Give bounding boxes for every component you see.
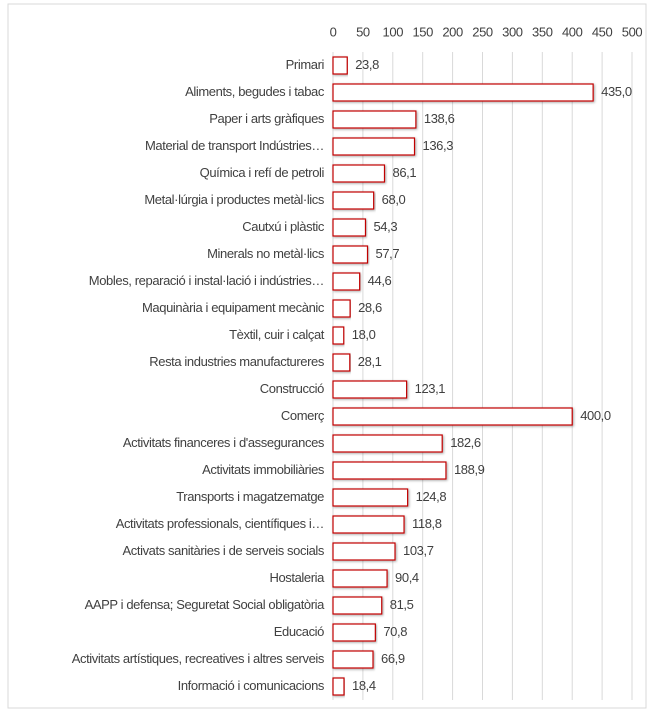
y-tick-label: Activitats professionals, científiques i… [116,516,324,531]
bar [332,218,367,237]
value-label: 54,3 [373,219,397,234]
bar [332,461,447,480]
y-tick-label: Educació [274,624,324,639]
x-tick-label: 350 [532,24,553,39]
chart-frame [7,3,647,709]
y-tick-label: Maquinària i equipament mecànic [142,300,325,315]
bar [332,488,409,507]
y-tick-label: Activats sanitàries i de serveis socials [123,543,325,558]
y-tick-label: Metal·lúrgia i productes metàl·lics [144,192,325,207]
y-tick-label: Aliments, begudes i tabac [185,84,325,99]
value-label: 103,7 [403,543,434,558]
bar [332,542,396,561]
bar [332,299,351,318]
x-tick-label: 450 [592,24,613,39]
value-label: 23,8 [355,57,379,72]
value-label: 70,8 [383,624,407,639]
bar [332,110,417,129]
value-label: 44,6 [368,273,392,288]
bar [332,83,594,102]
value-label: 136,3 [423,138,454,153]
x-tick-label: 150 [412,24,433,39]
value-label: 81,5 [390,597,414,612]
value-label: 28,6 [358,300,382,315]
bar [332,164,386,183]
y-tick-label: Activitats immobiliàries [202,462,325,477]
bar [332,677,345,696]
y-tick-label: Material de transport Indústries… [145,138,324,153]
x-tick-label: 250 [472,24,493,39]
value-label: 123,1 [415,381,446,396]
bar [332,353,351,372]
value-label: 90,4 [395,570,419,585]
value-label: 182,6 [450,435,481,450]
bar [332,245,369,264]
x-tick-label: 100 [383,24,404,39]
bar [332,191,375,210]
value-label: 400,0 [580,408,611,423]
y-tick-label: Resta industries manufactureres [149,354,325,369]
value-label: 138,6 [424,111,455,126]
bar [332,272,361,291]
y-tick-label: Transports i magatzematge [176,489,324,504]
y-tick-label: Activitats artístiques, recreatives i al… [72,651,325,666]
x-tick-label: 0 [330,24,337,39]
value-label: 66,9 [381,651,405,666]
y-tick-label: Hostaleria [269,570,325,585]
y-tick-label: AAPP i defensa; Seguretat Social obligat… [85,597,326,612]
bar [332,569,388,588]
y-tick-label: Activitats financeres i d'assegurances [123,435,325,450]
value-label: 86,1 [392,165,416,180]
value-label: 68,0 [382,192,406,207]
value-label: 57,7 [376,246,400,261]
bar [332,326,345,345]
y-tick-label: Construcció [260,381,324,396]
x-tick-label: 50 [356,24,370,39]
bar [332,623,376,642]
y-tick-label: Informació i comunicacions [178,678,325,693]
bar [332,407,573,426]
value-label: 28,1 [358,354,382,369]
x-tick-label: 500 [622,24,643,39]
y-tick-label: Cautxú i plàstic [242,219,325,234]
y-tick-label: Comerç [281,408,325,423]
y-tick-label: Paper i arts gràfiques [209,111,325,126]
x-tick-label: 200 [442,24,463,39]
bar [332,137,416,156]
bar [332,596,383,615]
bar [332,515,405,534]
bar [332,434,443,453]
x-tick-label: 300 [502,24,523,39]
y-tick-label: Química i refí de petroli [200,165,325,180]
bar [332,650,374,669]
x-tick-label: 400 [562,24,583,39]
value-label: 18,4 [352,678,376,693]
y-tick-label: Minerals no metàl·lics [207,246,325,261]
value-label: 435,0 [601,84,632,99]
value-label: 124,8 [416,489,447,504]
value-label: 188,9 [454,462,485,477]
y-tick-label: Mobles, reparació i instal·lació i indús… [89,273,324,288]
y-tick-label: Primari [286,57,325,72]
y-tick-label: Tèxtil, cuir i calçat [229,327,325,342]
bar [332,56,348,75]
bar [332,380,408,399]
value-label: 18,0 [352,327,376,342]
value-label: 118,8 [412,516,442,531]
